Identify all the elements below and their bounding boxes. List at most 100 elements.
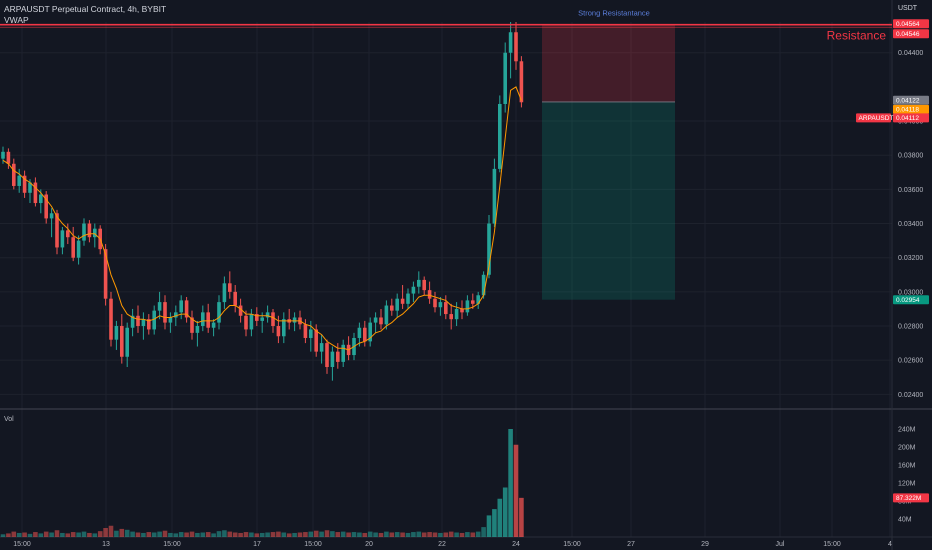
volume-bar [151, 532, 157, 537]
volume-bar [227, 531, 233, 537]
volume-tick-label: 120M [898, 481, 916, 488]
price-axis[interactable]: 0.044000.040000.038000.036000.034000.032… [856, 5, 929, 524]
volume-bar [195, 532, 200, 537]
volume-bar [184, 532, 189, 537]
volume-bar [319, 531, 324, 537]
volume-bar [459, 532, 465, 537]
candle-body [233, 291, 237, 306]
volume-bar [324, 530, 330, 537]
volume-bar [97, 531, 103, 537]
volume-bar [373, 532, 378, 537]
candle-body [238, 305, 243, 316]
volume-bar [292, 532, 297, 537]
volume-bar [270, 532, 276, 537]
candle-body [71, 237, 75, 258]
volume-bar [16, 532, 22, 537]
candle-body [249, 314, 254, 330]
candle-body [22, 175, 27, 193]
volume-bar [502, 487, 508, 537]
volume-bar [416, 531, 422, 537]
volume-bar [222, 530, 227, 537]
volume-bar [43, 531, 49, 537]
candle-body [454, 308, 459, 320]
volume-bar [443, 532, 449, 537]
price-label-text: 0.02954 [896, 297, 920, 304]
volume-bar [178, 532, 184, 537]
volume-bar [465, 532, 470, 537]
price-label-text: 0.04564 [896, 21, 920, 28]
volume-bar [313, 530, 319, 537]
candle-body [125, 327, 129, 357]
price-tick-label: 0.03600 [898, 187, 923, 194]
candle-body [265, 312, 270, 318]
candle-body [82, 223, 86, 241]
volume-bar [340, 531, 346, 537]
price-tick-label: 0.04400 [898, 50, 923, 57]
volume-tick-label: 40M [898, 517, 912, 524]
position-tool[interactable] [542, 25, 675, 300]
volume-bar [367, 531, 373, 537]
candle-body [276, 326, 281, 337]
candle-body [422, 279, 426, 291]
candle-body [379, 317, 383, 325]
candle-body [363, 327, 367, 342]
volume-bar [405, 532, 411, 537]
price-tick-label: 0.03200 [898, 255, 923, 262]
time-tick-label: 15:00 [304, 541, 322, 548]
price-tick-label: 0.03400 [898, 221, 923, 228]
candle-body [460, 308, 464, 313]
candle-body [190, 317, 194, 333]
volume-bar [0, 534, 6, 537]
candle-body [260, 317, 264, 321]
candle-body [206, 312, 210, 328]
time-tick-label: 15:00 [163, 541, 181, 548]
candle-body [130, 315, 135, 328]
take-profit-zone [542, 101, 675, 300]
candle-body [222, 283, 227, 303]
price-tick-label: 0.02600 [898, 358, 923, 365]
price-label-pill [893, 113, 929, 123]
time-tick-label: 15:00 [823, 541, 841, 548]
volume-bar [432, 532, 438, 537]
candle-body [195, 326, 200, 333]
volume-bar [470, 532, 476, 537]
candle-body [449, 314, 453, 320]
volume-bar [70, 532, 76, 537]
volume-bar [141, 532, 146, 537]
candle-body [49, 213, 54, 219]
candle-body [487, 223, 491, 275]
indicator-label-vwap[interactable]: VWAP [4, 15, 29, 25]
price-label-text: 0.04112 [896, 115, 919, 122]
candle-body [417, 279, 421, 287]
volume-bar [454, 532, 459, 537]
volume-bar [362, 532, 368, 537]
volume-bars: Vol [0, 416, 524, 537]
candle-body [157, 302, 162, 311]
volume-last-text: 87.322M [896, 495, 921, 502]
candle-body [39, 194, 43, 204]
volume-bar [87, 532, 92, 537]
volume-bar [265, 532, 270, 537]
volume-bar [216, 531, 222, 537]
candle-body [76, 240, 81, 258]
volume-bar [259, 532, 265, 537]
volume-bar [297, 532, 303, 537]
price-label-text: 0.04118 [896, 107, 919, 114]
volume-bar [335, 532, 341, 537]
candle-body [282, 319, 286, 337]
volume-bar [475, 531, 481, 537]
volume-bar [281, 532, 287, 537]
volume-bar [330, 531, 335, 537]
candle-body [444, 302, 448, 315]
volume-bar [211, 533, 216, 537]
time-tick-label: 13 [102, 541, 110, 548]
candle-body [330, 351, 335, 368]
price-tick-label: 0.03000 [898, 289, 923, 296]
candle-body [271, 312, 275, 327]
volume-bar [389, 532, 395, 537]
time-axis[interactable]: 15:00 13 15:00 17 15:00 20 22 24 15:00 27 29 Jul 15:… [13, 541, 892, 548]
volume-bar [519, 497, 524, 537]
candle-body [114, 326, 119, 340]
volume-bar [119, 528, 125, 537]
